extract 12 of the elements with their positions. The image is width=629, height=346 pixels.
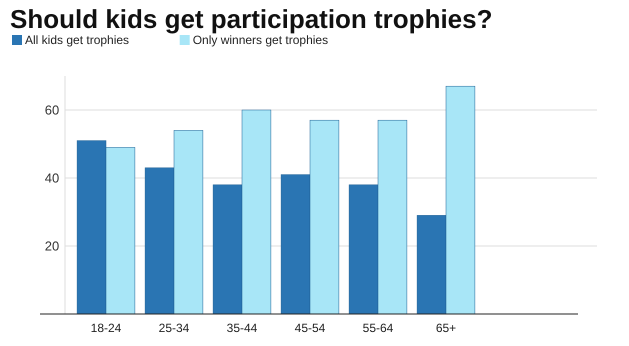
x-tick-label: 55-64 xyxy=(362,321,394,335)
x-tick-label: 25-34 xyxy=(158,321,190,335)
y-tick-label: 60 xyxy=(44,102,60,118)
y-tick-label: 20 xyxy=(44,238,60,254)
x-tick-label: 45-54 xyxy=(294,321,326,335)
x-tick-label: 65+ xyxy=(436,321,456,335)
legend-label: Only winners get trophies xyxy=(192,33,328,47)
x-tick-label: 18-24 xyxy=(90,321,122,335)
y-tick-label: 40 xyxy=(44,170,60,186)
chart-title: Should kids get participation trophies? xyxy=(10,4,492,34)
legend-label: All kids get trophies xyxy=(25,33,130,47)
x-tick-label: 35-44 xyxy=(226,321,258,335)
